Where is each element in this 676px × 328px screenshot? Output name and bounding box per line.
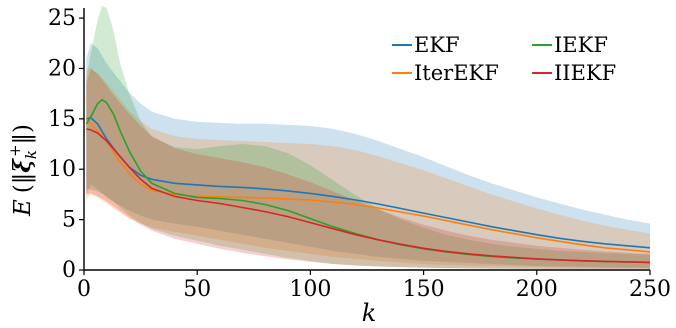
y-tick-label: 15 (48, 107, 76, 132)
y-tick-label: 0 (62, 258, 76, 283)
x-tick-label: 100 (289, 277, 331, 302)
y-tick-label: 25 (48, 6, 76, 31)
svg-text:E(‖ξk+‖): E(‖ξk+‖) (6, 124, 40, 217)
legend: EKF IterEKF IEKF IIEKF (392, 33, 616, 85)
iterekf-legend-label: IterEKF (414, 61, 499, 85)
x-tick-label: 50 (183, 277, 211, 302)
x-axis-label: k (362, 299, 377, 327)
iiekf-legend-label: IIEKF (554, 61, 616, 85)
iekf-legend-label: IEKF (554, 33, 608, 57)
x-tick-label: 150 (403, 277, 445, 302)
iiekf-line (86, 128, 651, 264)
x-tick-label: 0 (77, 277, 91, 302)
iekf-band (86, 6, 651, 269)
confidence-bands (86, 6, 651, 269)
y-ticks: 0 5 10 15 20 25 (48, 6, 84, 283)
mean-lines (85, 98, 651, 264)
x-tick-label: 250 (629, 277, 671, 302)
y-tick-label: 20 (48, 56, 76, 81)
y-tick-label: 10 (48, 157, 76, 182)
x-tick-label: 200 (516, 277, 558, 302)
iterekf-band (86, 68, 651, 268)
axes (83, 8, 650, 271)
y-axis-label: E(‖ξk+‖) (6, 124, 40, 217)
y-tick-label: 5 (62, 208, 76, 233)
iiekf-band (86, 68, 651, 269)
x-ticks: 0 50 100 150 200 250 (77, 270, 671, 302)
iterekf-line (85, 118, 651, 253)
ekf-legend-label: EKF (414, 33, 460, 57)
ekf-band (86, 43, 651, 268)
